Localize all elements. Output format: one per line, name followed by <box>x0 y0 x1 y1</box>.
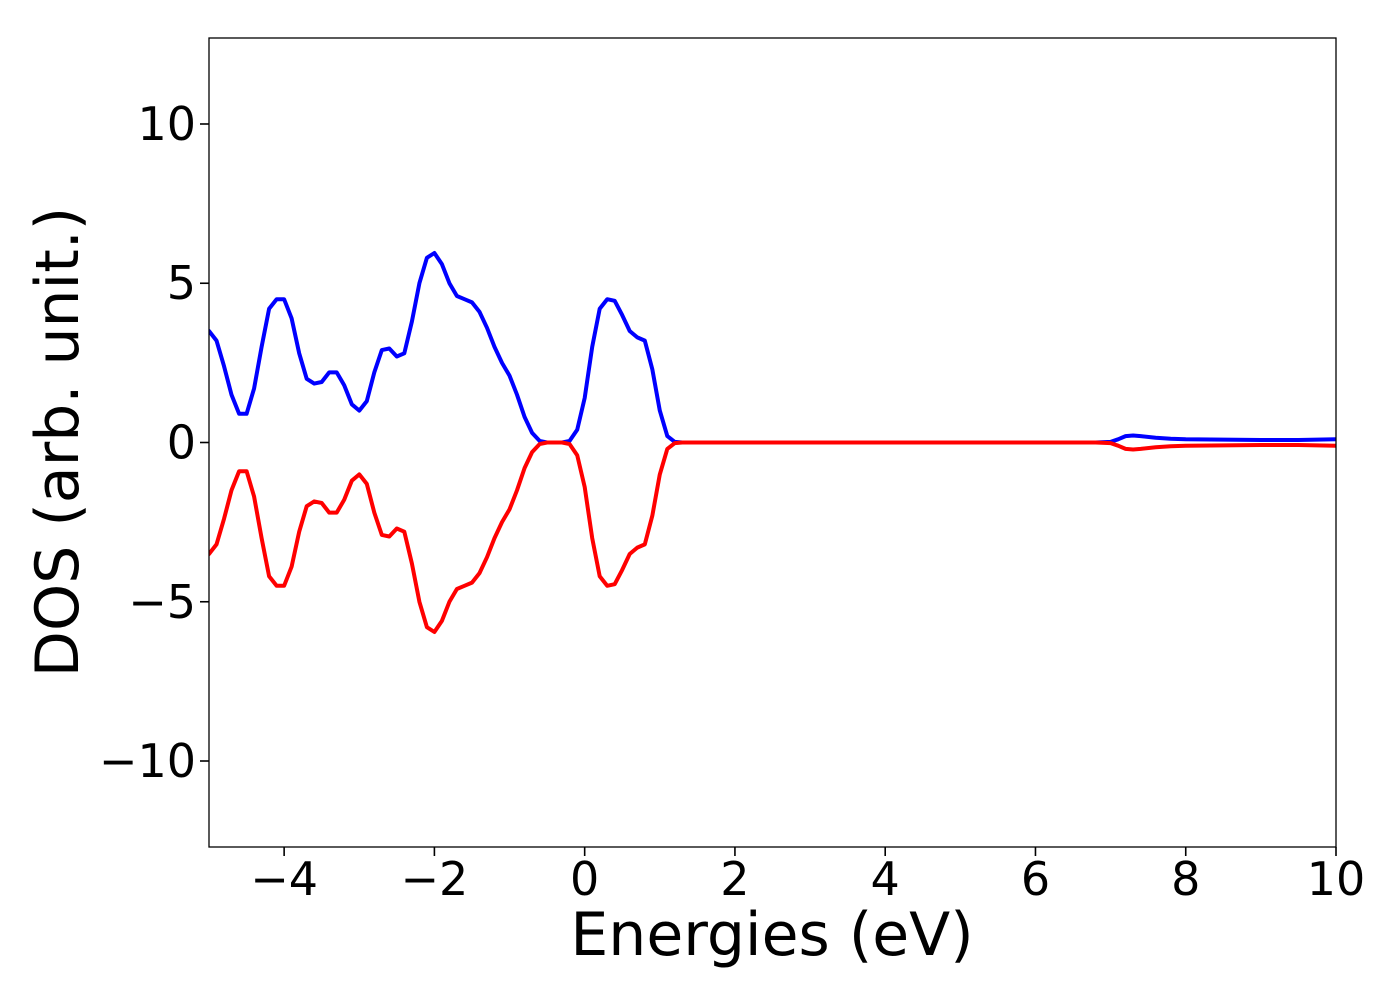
x-tick-label: −4 <box>250 852 318 906</box>
y-tick-label: −10 <box>99 734 196 788</box>
x-tick-label: 0 <box>570 852 599 906</box>
y-axis: −10 −5 0 5 10 <box>99 97 209 788</box>
plot-area <box>208 37 1337 848</box>
x-axis-title: Energies (eV) <box>570 900 973 970</box>
y-tick-label: 5 <box>167 256 196 310</box>
y-tick-label: 10 <box>137 97 196 151</box>
x-tick-label: 10 <box>1307 852 1366 906</box>
y-tick-label: 0 <box>167 416 196 470</box>
y-axis-title: DOS (arb. unit.) <box>23 207 93 677</box>
x-tick-label: 8 <box>1171 852 1200 906</box>
series-line-1 <box>209 251 1336 445</box>
x-tick-label: 6 <box>1021 852 1050 906</box>
x-tick-label: −2 <box>400 852 468 906</box>
x-axis: −4 −2 0 2 4 6 8 10 <box>250 847 1365 906</box>
x-tick-label: 4 <box>871 852 900 906</box>
y-tick-label: −5 <box>128 575 196 629</box>
series-line-2 <box>209 440 1336 634</box>
x-tick-label: 2 <box>720 852 749 906</box>
